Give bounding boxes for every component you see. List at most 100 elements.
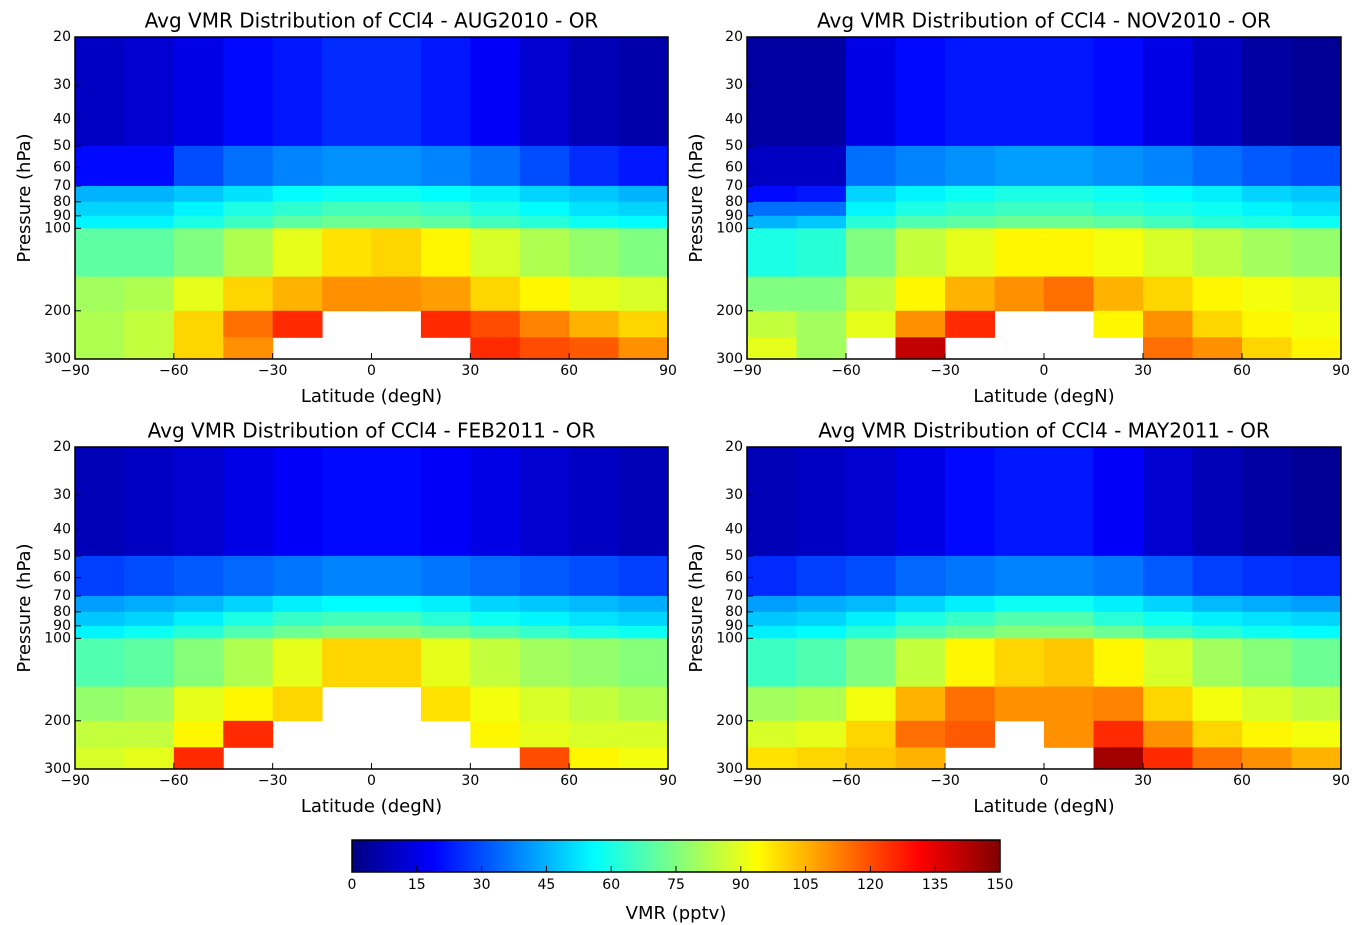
y-tick-label: 50	[53, 548, 71, 564]
heat-cell	[895, 276, 946, 312]
x-tick-label: −90	[60, 363, 90, 379]
heat-cell	[470, 215, 521, 229]
heat-cell	[272, 276, 323, 312]
heat-cell	[1143, 185, 1193, 203]
heat-cell	[747, 447, 797, 557]
heat-cell	[322, 625, 372, 639]
heat-cell	[420, 201, 471, 217]
heat-cell	[223, 145, 274, 187]
heat-cell	[796, 337, 847, 360]
heat-cell	[1242, 145, 1292, 187]
y-tick-label: 300	[716, 351, 743, 367]
heat-cell	[470, 611, 521, 627]
heat-cell	[223, 310, 274, 338]
chart-title: Avg VMR Distribution of CCl4 - MAY2011 -…	[818, 419, 1270, 443]
heat-cell	[322, 145, 372, 187]
heat-cell	[75, 228, 125, 278]
heat-cell	[994, 37, 1045, 147]
heat-cell	[747, 228, 797, 278]
colorbar-tick-label: 30	[473, 877, 491, 893]
heat-cell	[569, 555, 620, 597]
heat-cell	[569, 611, 620, 627]
heat-cell	[1242, 720, 1292, 748]
heat-cell	[75, 215, 125, 229]
colorbar-tick-label: 60	[602, 877, 620, 893]
heat-cell	[994, 638, 1045, 688]
heat-cell	[1143, 337, 1193, 360]
y-tick-label: 20	[53, 439, 71, 455]
heat-cell	[519, 447, 570, 557]
heat-cell	[272, 611, 323, 627]
heat-cell	[519, 595, 570, 613]
heat-cell	[1143, 276, 1193, 312]
heat-cell	[322, 276, 372, 312]
heat-cell	[796, 625, 847, 639]
heat-cell	[75, 625, 125, 639]
heat-cell	[322, 555, 372, 597]
heat-cell	[945, 37, 995, 147]
heat-cell	[272, 185, 323, 203]
heat-cell	[124, 555, 175, 597]
heat-cell	[420, 228, 471, 278]
heat-cell	[75, 747, 125, 770]
heat-cell	[1242, 555, 1292, 597]
heat-cell	[75, 595, 125, 613]
heat-cell	[1093, 638, 1144, 688]
heat-cell	[618, 638, 669, 688]
heat-cell	[75, 447, 125, 557]
heat-cell	[994, 625, 1045, 639]
heat-cell	[1044, 37, 1094, 147]
heat-cell	[945, 555, 995, 597]
y-tick-label: 50	[725, 548, 743, 564]
heat-cell	[420, 447, 471, 557]
heat-cell	[1143, 747, 1193, 770]
heat-cell	[272, 555, 323, 597]
heat-cell	[796, 185, 847, 203]
heat-cell	[1192, 310, 1243, 338]
x-tick-label: −60	[159, 773, 189, 789]
heat-cell	[272, 228, 323, 278]
x-tick-label: −30	[258, 773, 288, 789]
heat-cell	[1192, 185, 1243, 203]
y-tick-label: 20	[725, 29, 743, 45]
heat-cell	[173, 611, 224, 627]
heat-cell	[569, 37, 620, 147]
heat-cell	[796, 595, 847, 613]
heat-cell	[124, 145, 175, 187]
heat-cell	[569, 337, 620, 360]
heat-cell	[945, 185, 995, 203]
heat-cell	[945, 720, 995, 748]
x-tick-label: 30	[1134, 363, 1152, 379]
x-tick-label: −90	[732, 773, 762, 789]
heat-cell	[846, 201, 896, 217]
heat-cell	[420, 686, 471, 722]
heat-cell	[945, 201, 995, 217]
heat-cell	[1044, 276, 1094, 312]
heat-cell	[1143, 720, 1193, 748]
heat-cell	[519, 720, 570, 748]
heat-cell	[994, 276, 1045, 312]
heat-cell	[618, 447, 669, 557]
heat-cell	[223, 555, 274, 597]
heat-cell	[994, 595, 1045, 613]
heat-cell	[124, 337, 175, 360]
y-tick-label: 90	[53, 208, 71, 224]
heat-cell	[1291, 686, 1342, 722]
x-tick-label: 60	[1233, 363, 1251, 379]
heat-cell	[173, 595, 224, 613]
heat-cell	[470, 686, 521, 722]
heat-cell	[173, 276, 224, 312]
heat-cell	[173, 201, 224, 217]
y-tick-label: 90	[725, 618, 743, 634]
heat-cell	[173, 555, 224, 597]
heat-cell	[846, 686, 896, 722]
heat-cell	[945, 638, 995, 688]
x-tick-label: 60	[560, 773, 578, 789]
heat-cell	[846, 145, 896, 187]
heat-cell	[519, 215, 570, 229]
heat-cell	[747, 747, 797, 770]
heat-cell	[846, 228, 896, 278]
x-tick-label: 30	[1134, 773, 1152, 789]
heat-cell	[1143, 215, 1193, 229]
heat-cell	[420, 145, 471, 187]
